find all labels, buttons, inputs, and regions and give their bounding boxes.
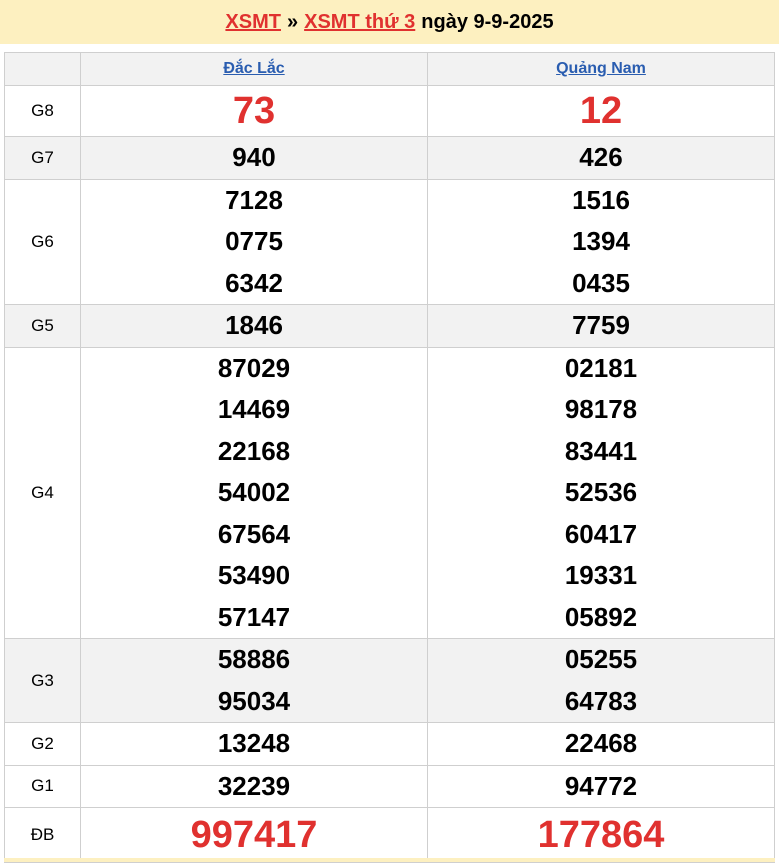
prize-label: G8 <box>4 85 81 137</box>
result-number: 1516 <box>572 184 630 215</box>
result-number: 94772 <box>564 770 638 801</box>
result-number: 0775 <box>225 226 283 256</box>
result-cell: 997417 <box>80 807 428 863</box>
results-table: Đắc Lắc Quảng Nam G8 73 12 G7 940 426 G6 7128 07… <box>4 52 775 863</box>
breadcrumb-separator: » <box>286 10 299 33</box>
prize-label: G1 <box>4 764 81 808</box>
result-number: 98178 <box>564 394 638 424</box>
result-cell: 177864 <box>427 807 775 863</box>
result-cell: 22468 <box>427 722 775 766</box>
province-link-dak-lak[interactable]: Đắc Lắc <box>223 60 285 77</box>
result-cell: 32239 <box>80 764 428 808</box>
result-number: 53490 <box>217 560 291 590</box>
province-header: Quảng Nam <box>427 52 775 86</box>
result-cell: 94772 <box>427 764 775 808</box>
page-title: XSMT » XSMT thứ 3 ngày 9-9-2025 <box>0 0 779 44</box>
result-number: 0435 <box>572 267 630 298</box>
result-cell: 05255 64783 <box>427 638 775 723</box>
result-number: 12 <box>579 90 623 132</box>
result-number: 426 <box>579 142 623 172</box>
result-cell: 940 <box>80 136 428 180</box>
result-number: 997417 <box>190 814 318 856</box>
prize-row-g6: G6 7128 0775 6342 1516 1394 0435 <box>4 178 775 305</box>
result-number: 7759 <box>572 310 630 340</box>
prize-row-g7: G7 940 426 <box>4 136 775 180</box>
prize-label: ĐB <box>4 807 81 863</box>
result-number: 05255 <box>564 644 638 674</box>
prize-label: G4 <box>4 346 81 639</box>
result-number: 940 <box>232 142 276 172</box>
prize-row-g3: G3 58886 95034 05255 64783 <box>4 638 775 723</box>
result-number: 32239 <box>217 770 291 801</box>
result-cell: 73 <box>80 85 428 137</box>
result-cell: 1516 1394 0435 <box>427 178 775 305</box>
result-number: 54002 <box>217 477 291 507</box>
result-cell: 13248 <box>80 722 428 766</box>
footer-strip <box>4 858 775 862</box>
prize-label: G7 <box>4 136 81 180</box>
result-number: 64783 <box>564 685 638 716</box>
result-number: 6342 <box>225 267 283 298</box>
prize-row-g8: G8 73 12 <box>4 85 775 137</box>
result-number: 1846 <box>225 310 283 340</box>
result-number: 22168 <box>217 435 291 466</box>
prize-row-g2: G2 13248 22468 <box>4 722 775 766</box>
prize-label: G6 <box>4 178 81 305</box>
result-cell: 1846 <box>80 304 428 348</box>
result-cell: 7128 0775 6342 <box>80 178 428 305</box>
province-header: Đắc Lắc <box>80 52 428 86</box>
result-number: 52536 <box>564 477 638 507</box>
prize-row-db: ĐB 997417 177864 <box>4 807 775 863</box>
prize-row-g4: G4 87029 14469 22168 54002 67564 53490 57147 021… <box>4 346 775 639</box>
result-number: 87029 <box>217 352 291 383</box>
result-cell: 12 <box>427 85 775 137</box>
result-number: 05892 <box>564 601 638 632</box>
result-number: 58886 <box>217 644 291 674</box>
draw-date: ngày 9-9-2025 <box>421 10 554 33</box>
xsmt-tuesday-link[interactable]: XSMT thứ 3 <box>304 10 416 33</box>
result-number: 7128 <box>225 184 283 215</box>
result-number: 19331 <box>564 560 638 590</box>
result-cell: 02181 98178 83441 52536 60417 19331 05892 <box>427 346 775 639</box>
prize-row-g5: G5 1846 7759 <box>4 304 775 348</box>
result-cell: 87029 14469 22168 54002 67564 53490 57147 <box>80 346 428 639</box>
result-number: 02181 <box>564 352 638 383</box>
xsmt-link[interactable]: XSMT <box>225 10 281 33</box>
province-link-quang-nam[interactable]: Quảng Nam <box>556 60 646 77</box>
prize-row-g1: G1 32239 94772 <box>4 764 775 808</box>
corner-cell <box>4 52 81 86</box>
result-cell: 7759 <box>427 304 775 348</box>
result-number: 95034 <box>217 685 291 716</box>
result-number: 14469 <box>217 394 291 424</box>
result-number: 57147 <box>217 601 291 632</box>
result-number: 83441 <box>564 435 638 466</box>
prize-label: G2 <box>4 722 81 766</box>
prize-label: G3 <box>4 638 81 723</box>
result-number: 67564 <box>217 518 291 549</box>
prize-label: G5 <box>4 304 81 348</box>
header-row: Đắc Lắc Quảng Nam <box>4 52 775 86</box>
result-number: 1394 <box>572 226 630 256</box>
result-number: 22468 <box>564 728 638 758</box>
result-number: 13248 <box>217 728 291 758</box>
result-number: 73 <box>232 90 276 132</box>
result-number: 60417 <box>564 518 638 549</box>
result-cell: 58886 95034 <box>80 638 428 723</box>
result-number: 177864 <box>537 814 665 856</box>
result-cell: 426 <box>427 136 775 180</box>
